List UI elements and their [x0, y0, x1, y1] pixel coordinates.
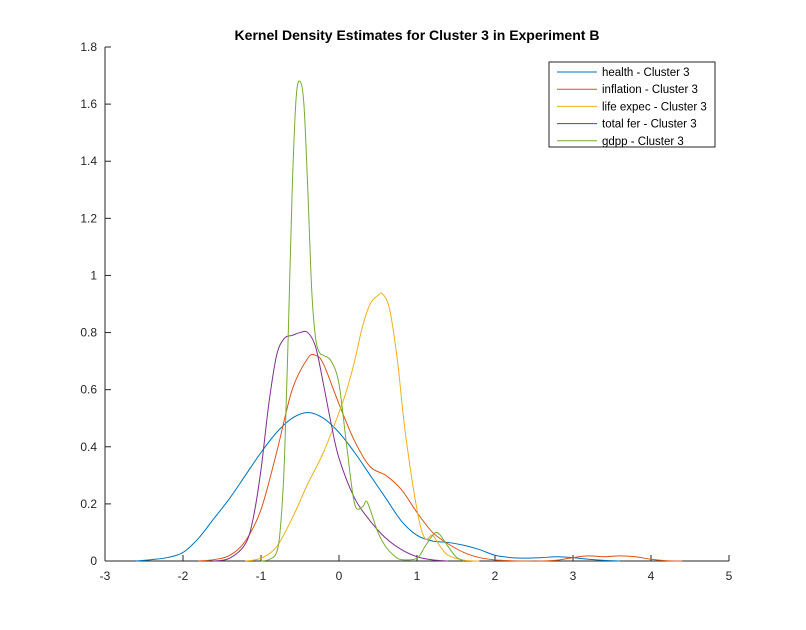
- series-line-gdpp: [260, 80, 465, 562]
- x-tick-label: 4: [648, 569, 655, 583]
- y-tick-label: 1: [90, 268, 97, 282]
- y-tick-label: 0.6: [80, 383, 97, 397]
- legend-label-inflation: inflation - Cluster 3: [602, 84, 698, 96]
- series-line-inflation: [198, 353, 683, 562]
- legend-label-life-expec: life expec - Cluster 3: [602, 101, 707, 113]
- series-line-total-fer: [214, 330, 449, 562]
- x-tick-label: 0: [336, 569, 343, 583]
- x-tick-label: 5: [726, 569, 733, 583]
- y-tick-label: 1.2: [80, 211, 97, 225]
- legend: health - Cluster 3 inflation - Cluster 3 l…: [548, 61, 716, 148]
- x-tick-label: -1: [256, 569, 267, 583]
- series-line-life-expec: [245, 292, 480, 562]
- legend-box: [548, 61, 716, 148]
- x-tick-label: -3: [100, 569, 111, 583]
- legend-label-total-fer: total fer - Cluster 3: [602, 119, 697, 131]
- legend-label-health: health - Cluster 3: [602, 67, 690, 79]
- y-tick-label: 1.4: [80, 154, 97, 168]
- chart-title: Kernel Density Estimates for Cluster 3 i…: [235, 27, 600, 43]
- series-line-health: [136, 412, 620, 562]
- x-tick-label: 1: [414, 569, 421, 583]
- y-tick-label: 1.6: [80, 97, 97, 111]
- x-tick-label: -2: [178, 569, 189, 583]
- y-tick-label: 0: [90, 554, 97, 568]
- y-tick-label: 0.4: [80, 440, 97, 454]
- series-layer: [136, 80, 683, 562]
- axes: -3 -2 -1 0 1 2 3 4 5 0 0.2 0.4 0.6 0.8 1 1.2 1.4 1.6 1.8: [80, 40, 732, 583]
- x-tick-label: 3: [570, 569, 577, 583]
- y-tick-label: 0.2: [80, 497, 97, 511]
- legend-label-gdpp: gdpp - Cluster 3: [602, 136, 684, 148]
- y-tick-label: 1.8: [80, 40, 97, 54]
- y-tick-label: 0.8: [80, 326, 97, 340]
- x-tick-label: 2: [492, 569, 499, 583]
